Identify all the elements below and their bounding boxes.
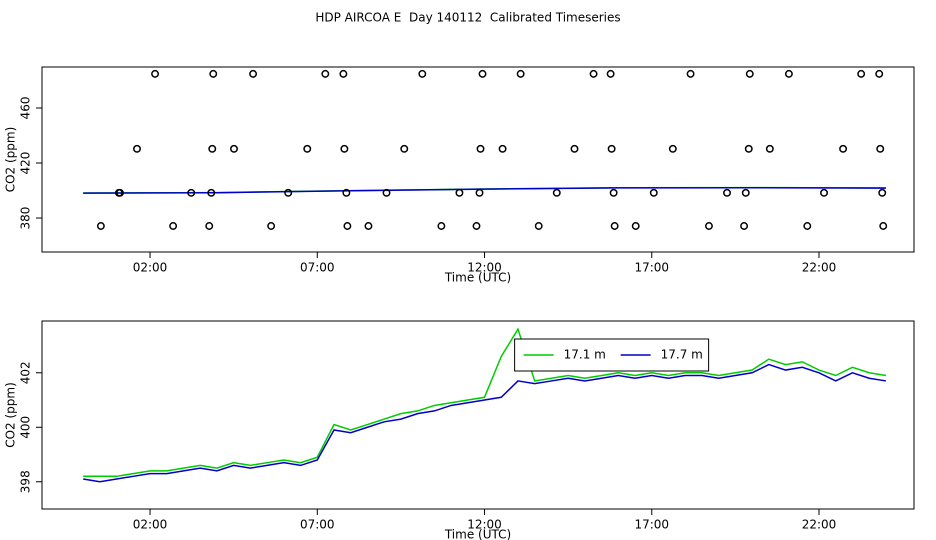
data-point xyxy=(207,188,216,197)
data-point xyxy=(784,69,793,78)
y-tick-label: 420 xyxy=(19,152,33,175)
data-point xyxy=(455,188,464,197)
legend-label: 17.7 m xyxy=(661,348,703,362)
data-point xyxy=(475,188,484,197)
data-point xyxy=(631,222,640,230)
data-point xyxy=(705,222,713,230)
data-point xyxy=(151,69,160,78)
x-tick-label: 07:00 xyxy=(300,518,335,532)
series-line xyxy=(83,187,886,194)
data-point xyxy=(303,144,312,153)
data-point xyxy=(382,188,391,197)
x-tick-label: 02:00 xyxy=(133,518,168,532)
x-tick-label: 17:00 xyxy=(634,261,669,275)
x-tick-label: 12:00 xyxy=(467,518,502,532)
x-tick-label: 22:00 xyxy=(802,261,837,275)
data-point xyxy=(839,144,848,153)
data-point xyxy=(267,222,276,230)
data-point xyxy=(803,222,812,230)
data-point xyxy=(339,69,348,78)
data-point xyxy=(400,144,409,153)
legend-label: 17.1 m xyxy=(564,348,606,362)
data-point xyxy=(610,222,619,230)
series-line xyxy=(83,327,887,478)
x-axis-title: Time (UTC) xyxy=(444,528,511,540)
data-point xyxy=(686,69,695,78)
data-point xyxy=(820,188,828,197)
data-point xyxy=(437,222,446,230)
chart-title: HDP AIRCOA E Day 140112 Calibrated Times… xyxy=(315,11,620,25)
y-tick-label: 380 xyxy=(19,207,33,230)
data-point xyxy=(875,69,884,78)
y-tick-label: 402 xyxy=(19,361,33,384)
data-point xyxy=(668,144,677,153)
data-point xyxy=(589,69,598,78)
data-point xyxy=(284,188,293,197)
data-point xyxy=(606,69,615,78)
data-point xyxy=(343,222,352,230)
data-point xyxy=(208,144,217,153)
data-point xyxy=(765,144,774,153)
data-point xyxy=(133,144,141,153)
data-point xyxy=(342,188,351,197)
x-tick-label: 07:00 xyxy=(300,261,335,275)
data-point xyxy=(745,69,754,78)
data-point xyxy=(364,222,373,230)
data-point xyxy=(418,69,427,78)
data-point xyxy=(115,188,124,197)
data-point xyxy=(876,144,885,153)
y-tick-label: 400 xyxy=(19,416,33,439)
data-point xyxy=(552,188,561,197)
plot-frame xyxy=(41,66,915,253)
data-point xyxy=(209,69,218,78)
data-point xyxy=(230,144,238,153)
y-tick-label: 460 xyxy=(19,97,33,120)
data-point xyxy=(878,188,887,197)
data-point xyxy=(649,188,658,197)
x-tick-label: 17:00 xyxy=(634,518,669,532)
data-point xyxy=(740,222,749,230)
data-point xyxy=(340,144,349,153)
data-point xyxy=(744,144,753,153)
data-point xyxy=(169,222,178,230)
data-point xyxy=(741,188,750,197)
data-point xyxy=(723,188,731,197)
data-point xyxy=(857,69,866,78)
y-tick-label: 398 xyxy=(19,470,33,493)
data-point xyxy=(478,69,487,78)
data-point xyxy=(570,144,579,153)
data-point xyxy=(498,144,507,153)
data-point xyxy=(609,188,618,197)
data-point xyxy=(607,144,616,153)
x-tick-label: 02:00 xyxy=(133,261,168,275)
data-point xyxy=(205,222,214,230)
data-point xyxy=(879,222,888,230)
data-point xyxy=(516,69,525,78)
data-point xyxy=(96,222,105,230)
x-tick-label: 12:00 xyxy=(467,261,502,275)
y-axis-title: CO2 (ppm) xyxy=(4,127,18,193)
x-tick-label: 22:00 xyxy=(802,518,837,532)
plot-frame xyxy=(41,320,915,510)
data-point xyxy=(476,144,485,153)
series-line xyxy=(83,363,887,483)
x-axis-title: Time (UTC) xyxy=(444,271,511,285)
data-point xyxy=(321,69,330,78)
data-point xyxy=(249,69,258,78)
data-point xyxy=(187,188,196,197)
y-axis-title: CO2 (ppm) xyxy=(4,382,18,448)
data-point xyxy=(534,222,543,230)
data-point xyxy=(472,222,481,230)
